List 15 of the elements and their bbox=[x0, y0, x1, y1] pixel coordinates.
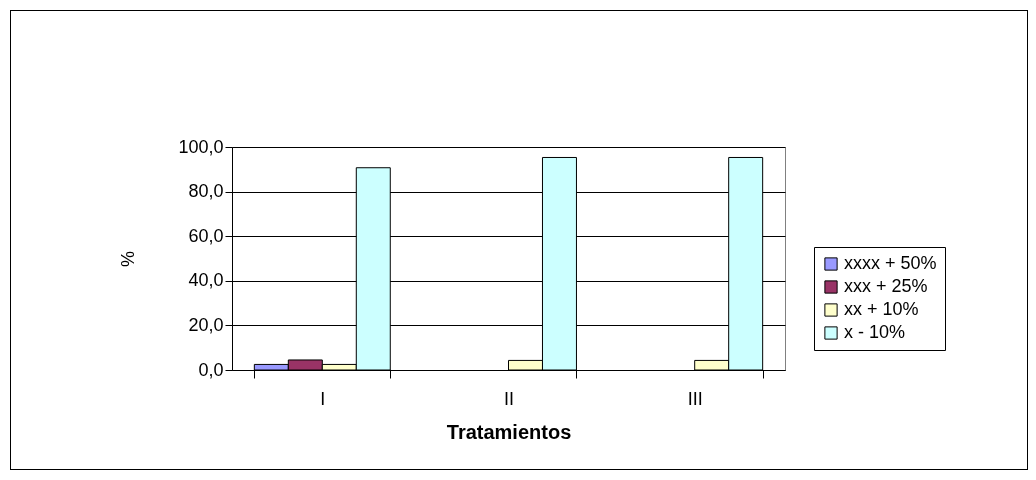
y-axis-title: % bbox=[118, 250, 139, 268]
y-tick-label: 80,0 bbox=[188, 181, 224, 202]
y-tick-label: 40,0 bbox=[188, 270, 224, 291]
legend-label: xxx + 25% bbox=[844, 276, 928, 296]
x-axis-title: Tratamientos bbox=[446, 420, 572, 443]
legend-label: xxxx + 50% bbox=[844, 253, 937, 273]
x-tick-label: III bbox=[687, 388, 703, 409]
y-tick-label: 20,0 bbox=[188, 314, 224, 335]
legend-label: x - 10% bbox=[844, 322, 906, 342]
y-tick-label: 100,0 bbox=[178, 136, 224, 157]
x-tick-label: I bbox=[320, 388, 326, 409]
x-tick-label: II bbox=[503, 388, 515, 409]
y-tick-label: 60,0 bbox=[188, 225, 224, 246]
legend-label: xx + 10% bbox=[844, 299, 919, 319]
y-tick-label: 0,0 bbox=[198, 359, 224, 380]
